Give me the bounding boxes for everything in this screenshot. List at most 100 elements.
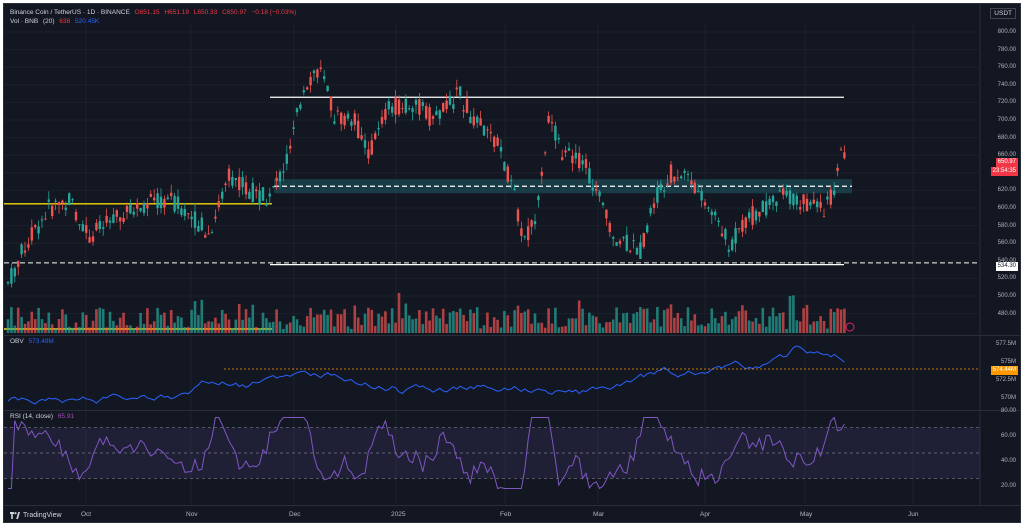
volume-bar <box>156 307 159 333</box>
candle-body <box>520 228 523 236</box>
candle-body <box>23 250 27 253</box>
pane-divider[interactable] <box>4 335 1020 336</box>
volume-bar <box>503 310 506 333</box>
volume-bar <box>227 319 231 333</box>
candle-body <box>527 226 530 241</box>
volume-bar <box>530 323 533 333</box>
price-axis-label: 800.00 <box>997 29 1016 35</box>
volume-bar <box>295 319 299 333</box>
candle-body <box>744 217 747 228</box>
obv-label: OBV <box>10 338 24 345</box>
low-value: L650.33 <box>193 9 218 16</box>
time-label: Jun <box>908 511 919 518</box>
volume-bar <box>322 309 326 333</box>
candle-body <box>312 70 316 74</box>
volume-bar <box>163 312 166 333</box>
candle-body <box>537 196 540 201</box>
price-axis-label: 700.00 <box>997 117 1016 123</box>
candle-body <box>411 108 414 112</box>
volume-bar <box>754 317 758 333</box>
candle-body <box>448 95 452 105</box>
candle-body <box>605 209 608 219</box>
volume-bar <box>339 314 343 333</box>
candle-body <box>557 138 560 140</box>
event-marker-icon <box>845 322 855 332</box>
volume-bar <box>628 322 632 333</box>
candle-body <box>146 203 149 209</box>
obv-value: 573.48M <box>28 338 54 345</box>
candle-body <box>421 102 424 106</box>
currency-button[interactable]: USDT <box>990 8 1016 19</box>
candle-body <box>88 237 91 243</box>
support-price-tag: 534.30 <box>995 262 1018 271</box>
candle-body <box>418 99 421 115</box>
candle-body <box>343 115 346 126</box>
volume-bar <box>135 326 139 333</box>
candle-body <box>190 216 193 220</box>
candle-body <box>751 206 754 225</box>
volume-bar <box>567 318 571 333</box>
volume-bar <box>37 307 40 333</box>
volume-bar <box>523 311 527 333</box>
volume-bar <box>615 307 618 333</box>
candle-body <box>384 109 387 120</box>
volume-bar <box>394 322 397 333</box>
candle-body <box>693 182 696 193</box>
candle-body <box>64 207 67 211</box>
candle-body <box>646 225 649 233</box>
volume-bar <box>795 320 799 333</box>
volume-bar <box>203 323 207 333</box>
time-axis[interactable]: TradingView <box>4 505 1020 522</box>
volume-bar <box>659 326 663 333</box>
candle-body <box>581 160 584 165</box>
pane-divider[interactable] <box>4 410 1020 411</box>
volume-bar <box>775 316 778 333</box>
volume-bar <box>57 318 61 333</box>
candle-body <box>799 206 802 210</box>
volume-bar <box>489 326 493 333</box>
candle-body <box>329 96 333 111</box>
volume-bar <box>319 314 323 333</box>
candle-body <box>656 186 659 203</box>
candle-body <box>479 118 482 126</box>
candle-body <box>761 200 764 213</box>
volume-bar <box>91 320 95 333</box>
rsi-axis-label: 60.00 <box>1000 433 1016 439</box>
candle-body <box>601 202 605 206</box>
time-label: Nov <box>186 511 198 518</box>
volume-bar <box>220 309 224 333</box>
tradingview-logo[interactable]: TradingView <box>10 512 62 519</box>
candle-body <box>717 220 720 223</box>
volume-bar <box>458 308 462 333</box>
candle-body <box>217 201 220 208</box>
candle-body <box>377 128 380 130</box>
volume-bar <box>520 312 523 333</box>
volume-bar <box>710 308 714 333</box>
volume-bar <box>424 311 428 333</box>
volume-bar <box>326 314 329 333</box>
candle-body <box>506 166 509 182</box>
candle-body <box>452 104 455 109</box>
volume-bar <box>108 311 112 333</box>
price-chart[interactable] <box>4 4 1021 523</box>
volume-bar <box>370 309 374 333</box>
volume-bar <box>118 317 122 333</box>
volume-bar <box>809 324 812 333</box>
volume-bar <box>16 307 20 333</box>
candle-body <box>176 196 180 209</box>
candle-body <box>442 103 445 112</box>
candle-body <box>20 244 23 255</box>
volume-bar <box>785 328 788 333</box>
candle-body <box>414 99 418 105</box>
volume-bar <box>815 321 819 333</box>
candle-body <box>683 170 686 173</box>
volume-bar <box>282 328 285 333</box>
candle-body <box>707 207 710 209</box>
volume-bar <box>88 327 91 333</box>
rsi-axis-label: 80.00 <box>1000 408 1016 414</box>
chart-window: Binance Coin / TetherUS · 1D · BINANCE O… <box>3 3 1021 523</box>
candle-body <box>839 149 843 151</box>
candle-body <box>700 191 703 201</box>
volume-bar <box>27 321 30 333</box>
candle-body <box>544 152 547 154</box>
